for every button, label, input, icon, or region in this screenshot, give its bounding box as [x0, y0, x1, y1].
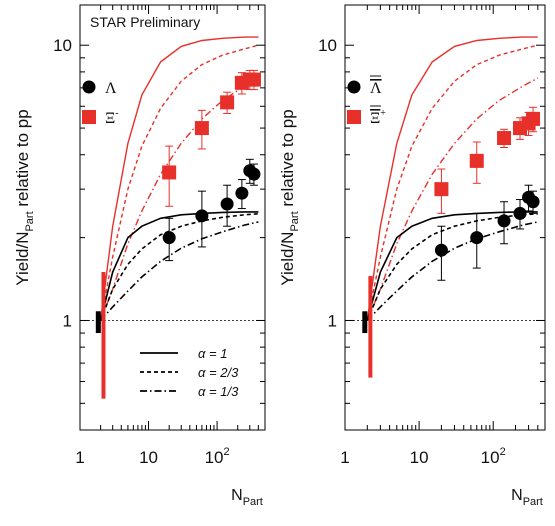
legend-label: Ξ+ [370, 108, 386, 127]
x-tick-label-text: 10 [139, 448, 158, 467]
x-tick-label: 102 [481, 446, 506, 467]
data-point-circle [434, 243, 448, 257]
legend-label: Λ [370, 80, 382, 97]
data-point-square [162, 165, 177, 180]
y-axis-label-sub: Part [289, 211, 301, 231]
x-tick-label-text: 10 [410, 448, 429, 467]
model-curve-dashdot [99, 77, 259, 321]
data-point-circle [195, 209, 209, 223]
x-axis-label-sub: Part [243, 496, 263, 508]
data-point-square [246, 72, 261, 87]
x-axis-label: NPart [511, 487, 543, 508]
y-axis-label: Yield/NPart relative to pp [278, 109, 301, 285]
legend-label: Λ [105, 80, 117, 97]
x-tick-label-sup: 2 [500, 446, 506, 458]
data-point-circle [220, 197, 234, 211]
y-tick-label: 1 [328, 311, 337, 330]
y-tick-label: 10 [318, 36, 337, 55]
legend-marker-circle [347, 80, 361, 94]
model-curve-dashed [99, 44, 259, 321]
legend-marker-circle [82, 80, 96, 94]
x-tick-label: 1 [75, 448, 84, 467]
y-axis-label: Yield/NPart relative to pp [13, 109, 36, 285]
y-tick-label: 1 [63, 311, 72, 330]
x-tick-label-sup: 2 [223, 446, 229, 458]
legend-marker-square [347, 110, 361, 124]
data-point-circle [513, 206, 527, 220]
legend-curve-label: α = 2/3 [198, 365, 239, 380]
legend-label-sup: - [115, 108, 118, 119]
pp-uncertainty-bar [362, 311, 368, 334]
x-tick-label: 102 [205, 446, 230, 467]
x-axis-label-sub: Part [523, 496, 543, 508]
y-axis-label-rest: relative to pp [278, 109, 297, 211]
model-curve-solid [366, 211, 538, 321]
data-point-square [220, 95, 235, 110]
x-axis-label: NPart [231, 487, 263, 508]
x-axis-label-main: N [511, 487, 523, 504]
data-point-circle [162, 231, 176, 245]
x-axis-label-main: N [231, 487, 243, 504]
data-point-square [526, 111, 541, 126]
y-axis-label-rest: relative to pp [13, 109, 32, 211]
model-curve-solid [99, 211, 259, 321]
pp-uncertainty-bar [95, 311, 101, 334]
x-tick-label-text: 10 [481, 448, 500, 467]
data-point-circle [497, 214, 511, 228]
pp-uncertainty-bar [368, 276, 373, 378]
x-tick-label-text: 10 [205, 448, 224, 467]
model-curve-dashed [366, 213, 538, 321]
legend-curve-label: α = 1/3 [198, 384, 239, 399]
model-curve-dashdot [100, 221, 259, 322]
x-tick-label-text: 1 [340, 448, 349, 467]
model-curve-solid [366, 36, 538, 321]
model-curve-dashed [99, 213, 259, 321]
chart-annotation: STAR Preliminary [90, 14, 200, 30]
legend-marker-square [82, 110, 96, 124]
y-axis-label-main: Yield/N [13, 232, 32, 286]
legend-label-text: Ξ [105, 110, 115, 127]
legend-curve-label: α = 1 [198, 346, 227, 361]
model-curve-dashed [366, 44, 538, 321]
legend-label: Ξ- [105, 108, 119, 127]
legend-label-text: Ξ [370, 110, 380, 127]
x-tick-label-text: 1 [75, 448, 84, 467]
data-point-square [434, 182, 449, 197]
legend-label-sup: + [380, 108, 386, 119]
x-tick-label: 10 [410, 448, 429, 467]
legend-label-text: Λ [105, 80, 117, 97]
data-point-square [194, 121, 209, 136]
x-tick-label: 10 [139, 448, 158, 467]
data-point-circle [470, 231, 484, 245]
data-point-square [497, 131, 512, 146]
x-tick-label: 1 [340, 448, 349, 467]
pp-uncertainty-bar [101, 271, 106, 399]
plot-frame [79, 4, 266, 431]
legend-label-text: Λ [370, 80, 382, 97]
model-curve-dashdot [366, 77, 539, 321]
model-curve-dashdot [366, 221, 538, 322]
data-point-circle [247, 167, 261, 181]
plot-frame [344, 4, 546, 431]
y-axis-label-sub: Part [24, 211, 36, 231]
data-point-square [469, 153, 484, 168]
y-axis-label-main: Yield/N [278, 232, 297, 286]
model-curve-solid [99, 36, 259, 321]
y-tick-label: 10 [53, 36, 72, 55]
data-point-circle [526, 195, 540, 209]
data-point-circle [235, 186, 249, 200]
